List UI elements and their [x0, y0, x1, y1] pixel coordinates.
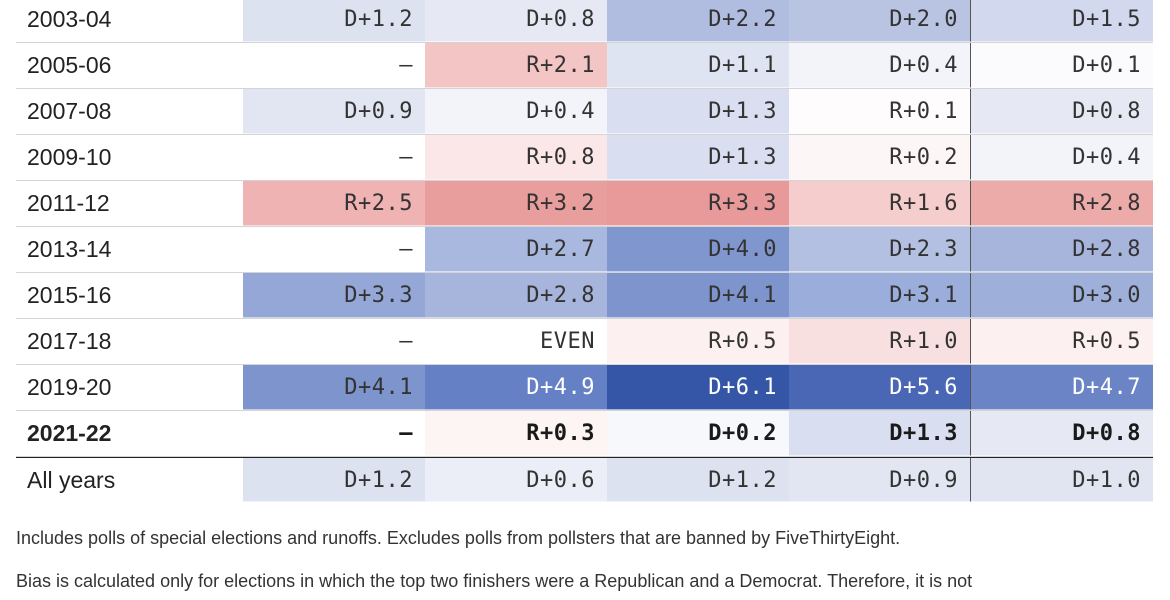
table-cell: – [243, 135, 425, 180]
table-row: 2021-22 – R+0.3 D+0.2 D+1.3 D+0.8 [16, 411, 1153, 457]
table-cell: R+1.0 [789, 319, 971, 364]
row-label: 2013-14 [27, 236, 112, 262]
row-label: 2007-08 [27, 98, 112, 124]
row-label: All years [27, 467, 116, 493]
table-cell: D+1.3 [607, 135, 789, 180]
table-cell: D+1.3 [789, 411, 971, 456]
table-row: 2019-20 D+4.1 D+4.9 D+6.1 D+5.6 D+4.7 [16, 365, 1153, 411]
row-label: 2011-12 [27, 190, 110, 216]
table-row: 2009-10 – R+0.8 D+1.3 R+0.2 D+0.4 [16, 135, 1153, 181]
row-label: 2017-18 [27, 328, 112, 354]
table-cell: D+4.1 [607, 273, 789, 318]
table-cell: D+5.6 [789, 365, 971, 410]
table-cell: D+4.0 [607, 227, 789, 272]
table-cell: R+2.5 [243, 181, 425, 226]
bias-table: 2003-04 D+1.2 D+0.8 D+2.2 D+2.0 D+1.5 2005-06–… [16, 0, 1153, 502]
table-cell: D+0.6 [425, 458, 607, 502]
row-label: 2015-16 [27, 282, 112, 308]
table-cell: D+0.8 [425, 0, 607, 42]
table-cell: – [243, 43, 425, 88]
table-cell: D+0.9 [789, 458, 971, 502]
table-row: 2003-04 D+1.2 D+0.8 D+2.2 D+2.0 D+1.5 [16, 0, 1153, 43]
table-cell: R+2.1 [425, 43, 607, 88]
table-total-row: All years D+1.2 D+0.6 D+1.2 D+0.9 D+1.0 [16, 457, 1153, 502]
table-cell: D+2.2 [607, 0, 789, 42]
row-label: 2021-22 [27, 420, 112, 446]
table-cell: – [243, 319, 425, 364]
table-row: 2013-14 – D+2.7 D+4.0 D+2.3 D+2.8 [16, 227, 1153, 273]
table-row: 2005-06 – R+2.1 D+1.1 D+0.4 D+0.1 [16, 43, 1153, 89]
row-label: 2003-04 [27, 6, 112, 32]
table-cell: D+1.0 [971, 458, 1153, 502]
table-cell: R+0.2 [789, 135, 971, 180]
table-cell: EVEN [425, 319, 607, 364]
table-cell: D+0.8 [971, 89, 1153, 134]
footnote-1: Includes polls of special elections and … [16, 528, 901, 548]
table-cell: D+0.4 [425, 89, 607, 134]
table-cell: D+2.7 [425, 227, 607, 272]
row-label: 2019-20 [27, 374, 112, 400]
table-cell: D+0.9 [243, 89, 425, 134]
table-cell: – [243, 227, 425, 272]
table-cell: D+1.2 [607, 458, 789, 502]
table-cell: R+3.2 [425, 181, 607, 226]
row-label: 2005-06 [27, 52, 112, 78]
table-cell: D+0.4 [789, 43, 971, 88]
table-cell: D+1.3 [607, 89, 789, 134]
table-cell: R+1.6 [789, 181, 971, 226]
table-cell: D+3.1 [789, 273, 971, 318]
table-cell: D+4.7 [971, 365, 1153, 410]
table-row: 2015-16 D+3.3 D+2.8 D+4.1 D+3.1 D+3.0 [16, 273, 1153, 319]
table-cell: D+1.2 [243, 458, 425, 502]
table-cell: D+0.8 [971, 411, 1153, 456]
table-cell: D+6.1 [607, 365, 789, 410]
table-cell: D+0.4 [971, 135, 1153, 180]
table-cell: R+0.3 [425, 411, 607, 456]
row-label: 2009-10 [27, 144, 112, 170]
table-cell: R+0.8 [425, 135, 607, 180]
table-cell: D+2.8 [425, 273, 607, 318]
table-row: 2017-18– EVEN R+0.5 R+1.0 R+0.5 [16, 319, 1153, 365]
table-cell: R+0.5 [607, 319, 789, 364]
table-cell: R+0.5 [971, 319, 1153, 364]
table-cell: D+4.9 [425, 365, 607, 410]
table-cell: R+3.3 [607, 181, 789, 226]
footnote-2: Bias is calculated only for elections in… [16, 571, 973, 591]
table-cell: D+2.3 [789, 227, 971, 272]
table-cell: D+0.2 [607, 411, 789, 456]
table-cell: R+2.8 [971, 181, 1153, 226]
table-cell: D+3.3 [243, 273, 425, 318]
table-cell: D+1.5 [971, 0, 1153, 42]
table-row: 2007-08 D+0.9 D+0.4 D+1.3 R+0.1 D+0.8 [16, 89, 1153, 135]
table-cell: D+2.8 [971, 227, 1153, 272]
table-cell: D+1.2 [243, 0, 425, 42]
table-cell: D+1.1 [607, 43, 789, 88]
table-row: 2011-12 R+2.5 R+3.2 R+3.3 R+1.6 R+2.8 [16, 181, 1153, 227]
table-cell: D+0.1 [971, 43, 1153, 88]
table-cell: D+2.0 [789, 0, 971, 42]
table-cell: D+4.1 [243, 365, 425, 410]
table-cell: R+0.1 [789, 89, 971, 134]
table-cell: D+3.0 [971, 273, 1153, 318]
table-cell: – [243, 411, 425, 456]
